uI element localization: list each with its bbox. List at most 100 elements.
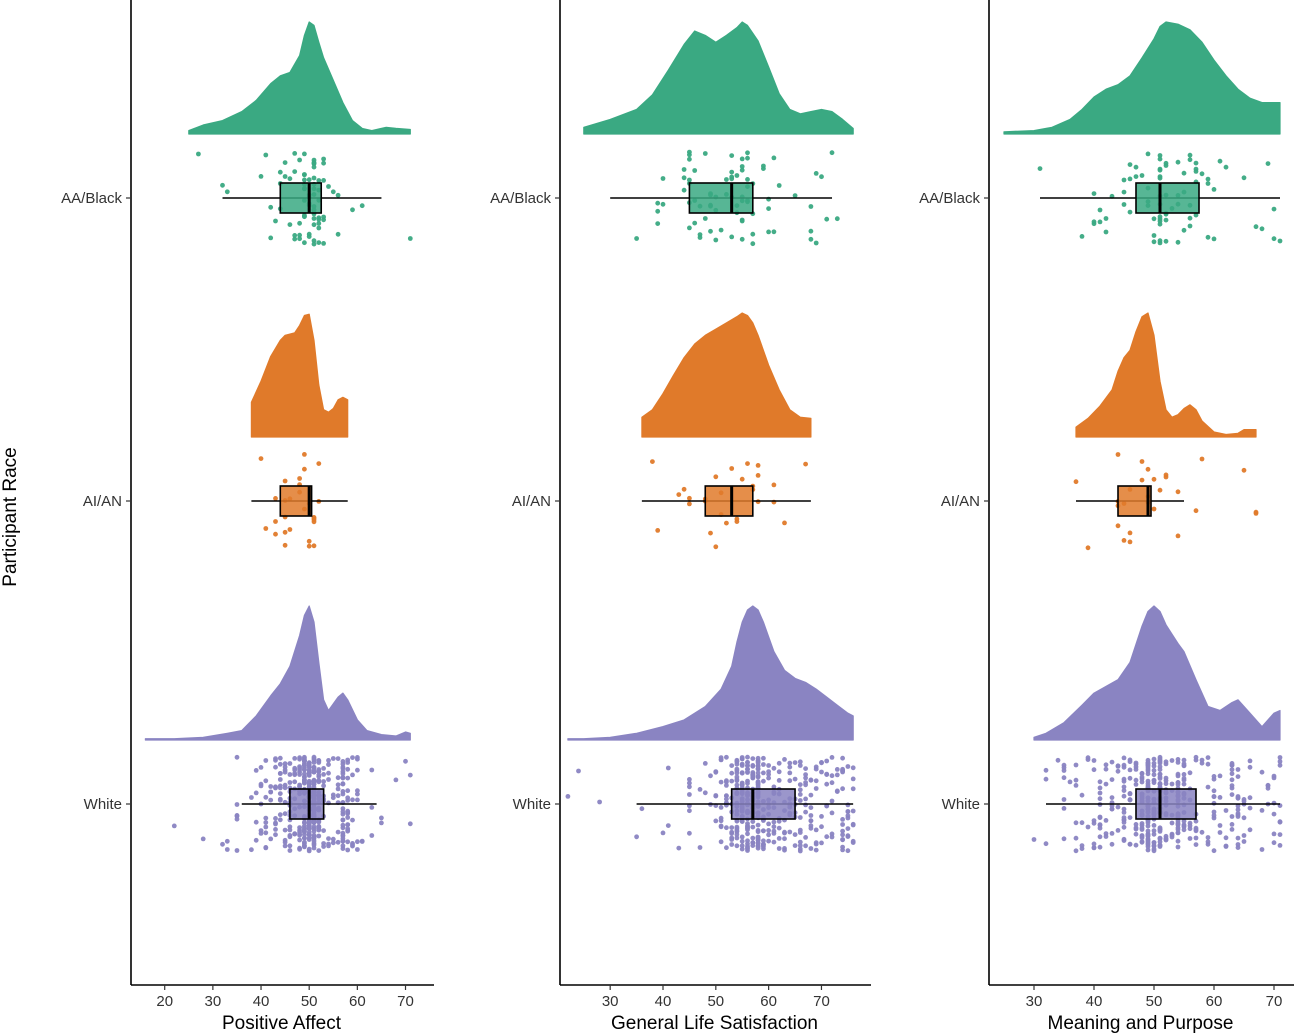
data-point <box>292 770 298 776</box>
density-cloud-aablack <box>188 21 411 135</box>
data-point <box>1163 759 1169 765</box>
data-point <box>761 842 766 848</box>
data-point <box>771 784 777 790</box>
box-iqr <box>289 788 325 820</box>
data-point <box>1121 764 1127 770</box>
data-point <box>220 841 225 847</box>
data-point <box>1175 239 1181 245</box>
data-point <box>403 758 408 764</box>
data-point <box>1103 766 1109 772</box>
data-point <box>1175 159 1181 165</box>
data-point <box>803 461 808 467</box>
data-point <box>1127 162 1133 168</box>
data-point <box>824 834 830 840</box>
data-point <box>845 833 851 839</box>
data-point <box>1091 767 1097 773</box>
data-point <box>330 756 336 761</box>
data-point <box>302 835 307 841</box>
data-point <box>1115 452 1121 457</box>
data-point <box>1235 835 1241 841</box>
data-point <box>803 835 808 840</box>
data-point <box>840 817 845 822</box>
data-point <box>840 755 845 761</box>
data-point <box>1145 847 1151 853</box>
data-point <box>745 155 750 161</box>
data-point <box>782 829 787 835</box>
data-point <box>1151 823 1157 828</box>
data-point <box>1259 808 1265 813</box>
data-point <box>297 846 302 852</box>
data-point <box>273 821 278 827</box>
data-point <box>1157 829 1163 834</box>
data-point <box>1127 815 1133 820</box>
data-point <box>687 780 692 786</box>
data-point <box>263 824 269 830</box>
data-point <box>287 843 293 849</box>
data-point <box>268 789 274 795</box>
y-tick-label: AA/Black <box>490 190 551 207</box>
data-point <box>1229 767 1235 772</box>
data-point <box>277 777 283 782</box>
y-tick-label: AI/AN <box>83 493 122 510</box>
data-point <box>335 192 341 198</box>
data-point <box>1169 781 1175 787</box>
data-point <box>1121 824 1127 830</box>
data-point <box>263 778 269 784</box>
data-point <box>1109 831 1115 836</box>
data-point <box>1139 827 1145 832</box>
density-cloud-aablack <box>1003 21 1281 135</box>
data-point <box>311 765 317 770</box>
data-point <box>263 815 269 821</box>
data-point <box>1127 791 1133 796</box>
data-point <box>840 766 845 772</box>
data-point <box>263 830 269 836</box>
data-point <box>1121 793 1127 799</box>
data-point <box>306 177 312 183</box>
data-point <box>268 204 274 210</box>
x-tick-label: 70 <box>1266 993 1283 1010</box>
data-point <box>273 785 278 791</box>
data-point <box>782 757 787 762</box>
data-point <box>1097 219 1103 225</box>
data-point <box>321 217 326 223</box>
data-point <box>1121 538 1127 543</box>
data-point <box>687 784 692 790</box>
data-point <box>335 756 341 761</box>
data-point <box>311 781 317 787</box>
data-point <box>576 768 581 774</box>
data-point <box>1061 836 1067 842</box>
data-point <box>1265 782 1271 788</box>
data-point <box>393 777 399 783</box>
data-point <box>1175 489 1181 495</box>
data-point <box>845 826 851 831</box>
data-point <box>321 156 326 162</box>
data-point <box>1211 848 1217 854</box>
data-point <box>829 780 835 786</box>
data-point <box>268 784 274 789</box>
data-point <box>824 216 830 222</box>
data-point <box>850 821 856 827</box>
data-point <box>282 843 288 849</box>
data-point <box>1091 818 1097 823</box>
data-point <box>1145 842 1151 847</box>
data-point <box>302 758 307 764</box>
data-point <box>761 166 766 172</box>
data-point <box>739 218 745 224</box>
data-point <box>1133 174 1139 180</box>
data-point <box>234 848 240 853</box>
x-axis-title: General Life Satisfaction <box>611 1013 818 1034</box>
data-point <box>750 775 756 781</box>
y-tick-label: AI/AN <box>941 493 980 510</box>
data-point <box>292 233 298 238</box>
data-point <box>1175 771 1181 777</box>
data-point <box>660 176 666 181</box>
data-point <box>1151 476 1157 482</box>
data-point <box>687 156 692 162</box>
data-point <box>771 765 777 771</box>
data-point <box>258 783 264 789</box>
data-point <box>335 775 341 781</box>
data-point <box>330 840 336 846</box>
data-point <box>813 841 819 847</box>
data-point <box>407 821 413 827</box>
